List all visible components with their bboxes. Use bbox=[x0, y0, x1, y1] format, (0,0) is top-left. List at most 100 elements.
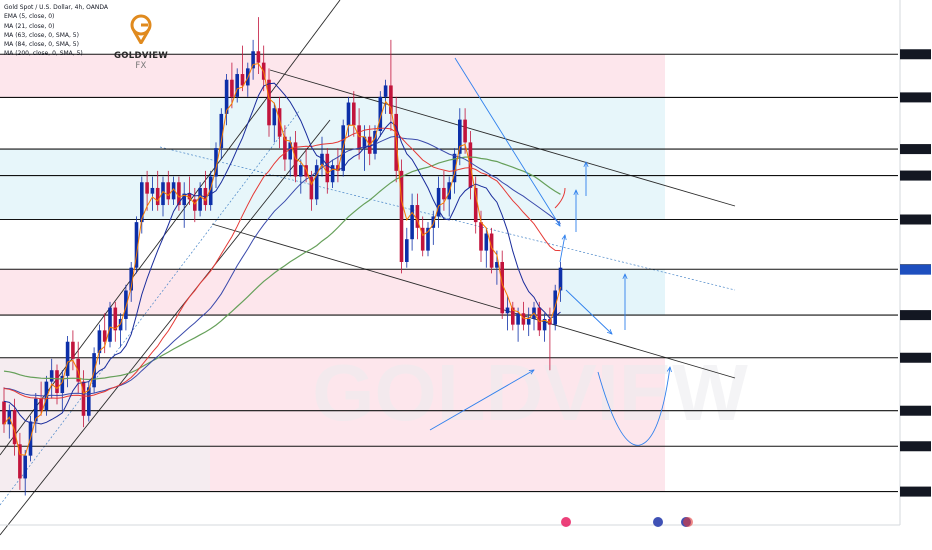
ema5-line bbox=[3, 63, 561, 456]
candle-body bbox=[378, 96, 383, 131]
candle-body bbox=[330, 165, 335, 183]
candle-body bbox=[55, 370, 59, 393]
level-price-tag bbox=[900, 92, 931, 103]
level-price-tag bbox=[900, 352, 931, 363]
channel-down-upper bbox=[269, 69, 736, 207]
candle-body bbox=[208, 176, 213, 206]
candle-body bbox=[240, 74, 245, 86]
level-price-tag bbox=[900, 49, 931, 60]
channel-down-lower bbox=[211, 223, 736, 379]
ma84-line bbox=[3, 135, 561, 397]
candle-body bbox=[2, 401, 6, 425]
arrow-swing-trigger bbox=[429, 370, 534, 431]
candle-body bbox=[362, 136, 367, 149]
candle-body bbox=[97, 330, 102, 354]
candle-body bbox=[558, 267, 563, 291]
candle-body bbox=[516, 313, 520, 325]
time-axis bbox=[0, 517, 900, 527]
chart-legend: Gold Spot / U.S. Dollar, 4h, OANDA EMA (… bbox=[4, 3, 108, 59]
candle-body bbox=[463, 119, 467, 143]
ma63-line bbox=[3, 127, 561, 400]
candle-body bbox=[150, 187, 155, 194]
candle-body bbox=[34, 398, 38, 422]
candle-body bbox=[458, 119, 462, 154]
level-price-tag bbox=[900, 486, 931, 497]
legend-symbol[interactable]: Gold Spot / U.S. Dollar, 4h, OANDA bbox=[4, 4, 108, 11]
candle-body bbox=[166, 182, 171, 200]
candle-body bbox=[145, 182, 149, 194]
legend-ma200[interactable]: MA (200, close, 0, SMA, 5) bbox=[4, 50, 83, 58]
candle-body bbox=[49, 370, 54, 382]
candle-body bbox=[177, 182, 181, 206]
candle-body bbox=[542, 318, 547, 331]
candle-body bbox=[320, 153, 324, 166]
level-price-tag bbox=[900, 310, 931, 321]
candle-body bbox=[23, 455, 27, 479]
candle-body bbox=[60, 375, 65, 393]
annotation-arrows bbox=[429, 57, 670, 446]
candle-body bbox=[325, 153, 330, 183]
candle-body bbox=[452, 153, 457, 183]
candle-body bbox=[39, 398, 43, 411]
candle-body bbox=[182, 193, 186, 206]
candle-body bbox=[12, 410, 17, 445]
candle-body bbox=[383, 85, 388, 97]
candle-body bbox=[537, 307, 542, 331]
candle-body bbox=[235, 74, 239, 97]
zones-layer bbox=[0, 54, 665, 492]
event-bolt-icon bbox=[561, 517, 571, 527]
watermark-text: GOLDVIEW bbox=[312, 348, 748, 437]
logo-mark-icon bbox=[130, 14, 152, 46]
candle-body bbox=[230, 79, 234, 97]
candle-body bbox=[309, 176, 314, 200]
candle-body bbox=[272, 108, 277, 126]
candle-body bbox=[113, 307, 118, 331]
zone-pink-swing bbox=[0, 357, 665, 492]
legend-ma84[interactable]: MA (84, close, 0, SMA, 5) bbox=[4, 41, 79, 49]
legend-ma21[interactable]: MA (21, close, 0) bbox=[4, 22, 55, 30]
candle-body bbox=[108, 307, 112, 342]
candle-body bbox=[193, 199, 197, 211]
ma21-line bbox=[3, 82, 561, 425]
level-price-tag bbox=[900, 144, 931, 155]
candle-body bbox=[500, 262, 504, 314]
candle-body bbox=[473, 187, 478, 223]
candle-body bbox=[219, 113, 224, 149]
goldview-logo: GOLDVIEW FX bbox=[108, 14, 174, 71]
logo-suffix: FX bbox=[135, 61, 147, 71]
moving-averages bbox=[3, 63, 561, 456]
candle-body bbox=[155, 187, 160, 206]
candle-body bbox=[526, 318, 531, 325]
candle-body bbox=[373, 131, 377, 154]
zone-blue-swing-left bbox=[0, 357, 210, 492]
candle-body bbox=[203, 187, 208, 206]
candle-body bbox=[442, 187, 446, 200]
candle-body bbox=[389, 85, 393, 114]
candle-body bbox=[299, 165, 303, 177]
candle-body bbox=[314, 165, 319, 200]
zone-pink-top bbox=[0, 54, 665, 98]
candle-body bbox=[214, 148, 218, 177]
legend-ema5[interactable]: EMA (5, close, 0) bbox=[4, 13, 55, 21]
candle-body bbox=[71, 341, 75, 359]
candle-body bbox=[304, 165, 308, 177]
candle-body bbox=[171, 182, 176, 200]
candle-body bbox=[81, 381, 86, 416]
goldturn-levels bbox=[0, 53, 898, 493]
candle-body bbox=[505, 307, 510, 314]
level-price-tag bbox=[900, 214, 931, 225]
candle-body bbox=[118, 318, 123, 331]
us-flag-icon bbox=[683, 517, 693, 527]
logo-wordmark: GOLDVIEW FX bbox=[108, 51, 174, 71]
candle-body bbox=[479, 222, 483, 251]
channel-midline bbox=[159, 146, 736, 291]
arrow-retrace-down bbox=[565, 289, 612, 334]
candle-body bbox=[410, 205, 414, 240]
candle-body bbox=[161, 182, 165, 206]
candle-body bbox=[288, 142, 292, 160]
candle-body bbox=[65, 341, 70, 376]
ma-fan-red bbox=[554, 187, 566, 209]
arrow-to-1951 bbox=[454, 57, 560, 226]
legend-ma63[interactable]: MA (63, close, 0, SMA, 5) bbox=[4, 31, 79, 39]
